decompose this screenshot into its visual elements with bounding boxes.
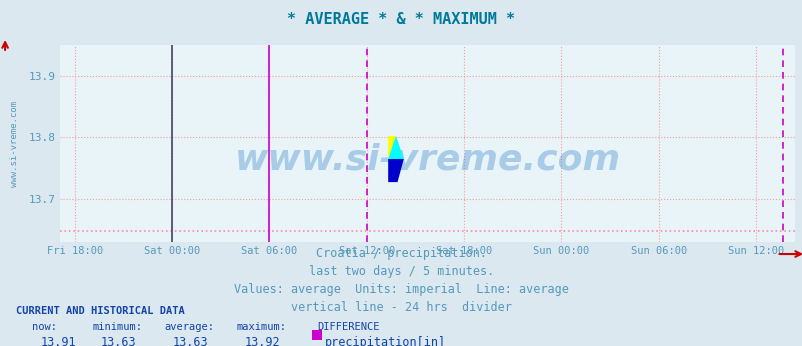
Text: Values: average  Units: imperial  Line: average: Values: average Units: imperial Line: av… [233, 283, 569, 297]
Text: 13.91: 13.91 [40, 336, 75, 346]
Text: Croatia / precipitation.: Croatia / precipitation. [316, 247, 486, 261]
Text: 13.92: 13.92 [245, 336, 280, 346]
Text: * AVERAGE * & * MAXIMUM *: * AVERAGE * & * MAXIMUM * [287, 12, 515, 27]
Text: www.si-vreme.com: www.si-vreme.com [234, 142, 620, 176]
Text: DIFFERENCE: DIFFERENCE [317, 322, 379, 333]
Text: 13.63: 13.63 [100, 336, 136, 346]
Text: maximum:: maximum: [237, 322, 286, 333]
Text: www.si-vreme.com: www.si-vreme.com [10, 101, 19, 186]
Text: now:: now: [32, 322, 57, 333]
Text: precipitation[in]: precipitation[in] [325, 336, 446, 346]
Polygon shape [387, 136, 395, 159]
Text: minimum:: minimum: [92, 322, 142, 333]
Text: 13.63: 13.63 [172, 336, 208, 346]
Text: vertical line - 24 hrs  divider: vertical line - 24 hrs divider [290, 301, 512, 315]
Text: CURRENT AND HISTORICAL DATA: CURRENT AND HISTORICAL DATA [16, 306, 184, 316]
Text: average:: average: [164, 322, 214, 333]
Polygon shape [387, 136, 403, 159]
Polygon shape [387, 159, 403, 182]
Text: last two days / 5 minutes.: last two days / 5 minutes. [309, 265, 493, 279]
